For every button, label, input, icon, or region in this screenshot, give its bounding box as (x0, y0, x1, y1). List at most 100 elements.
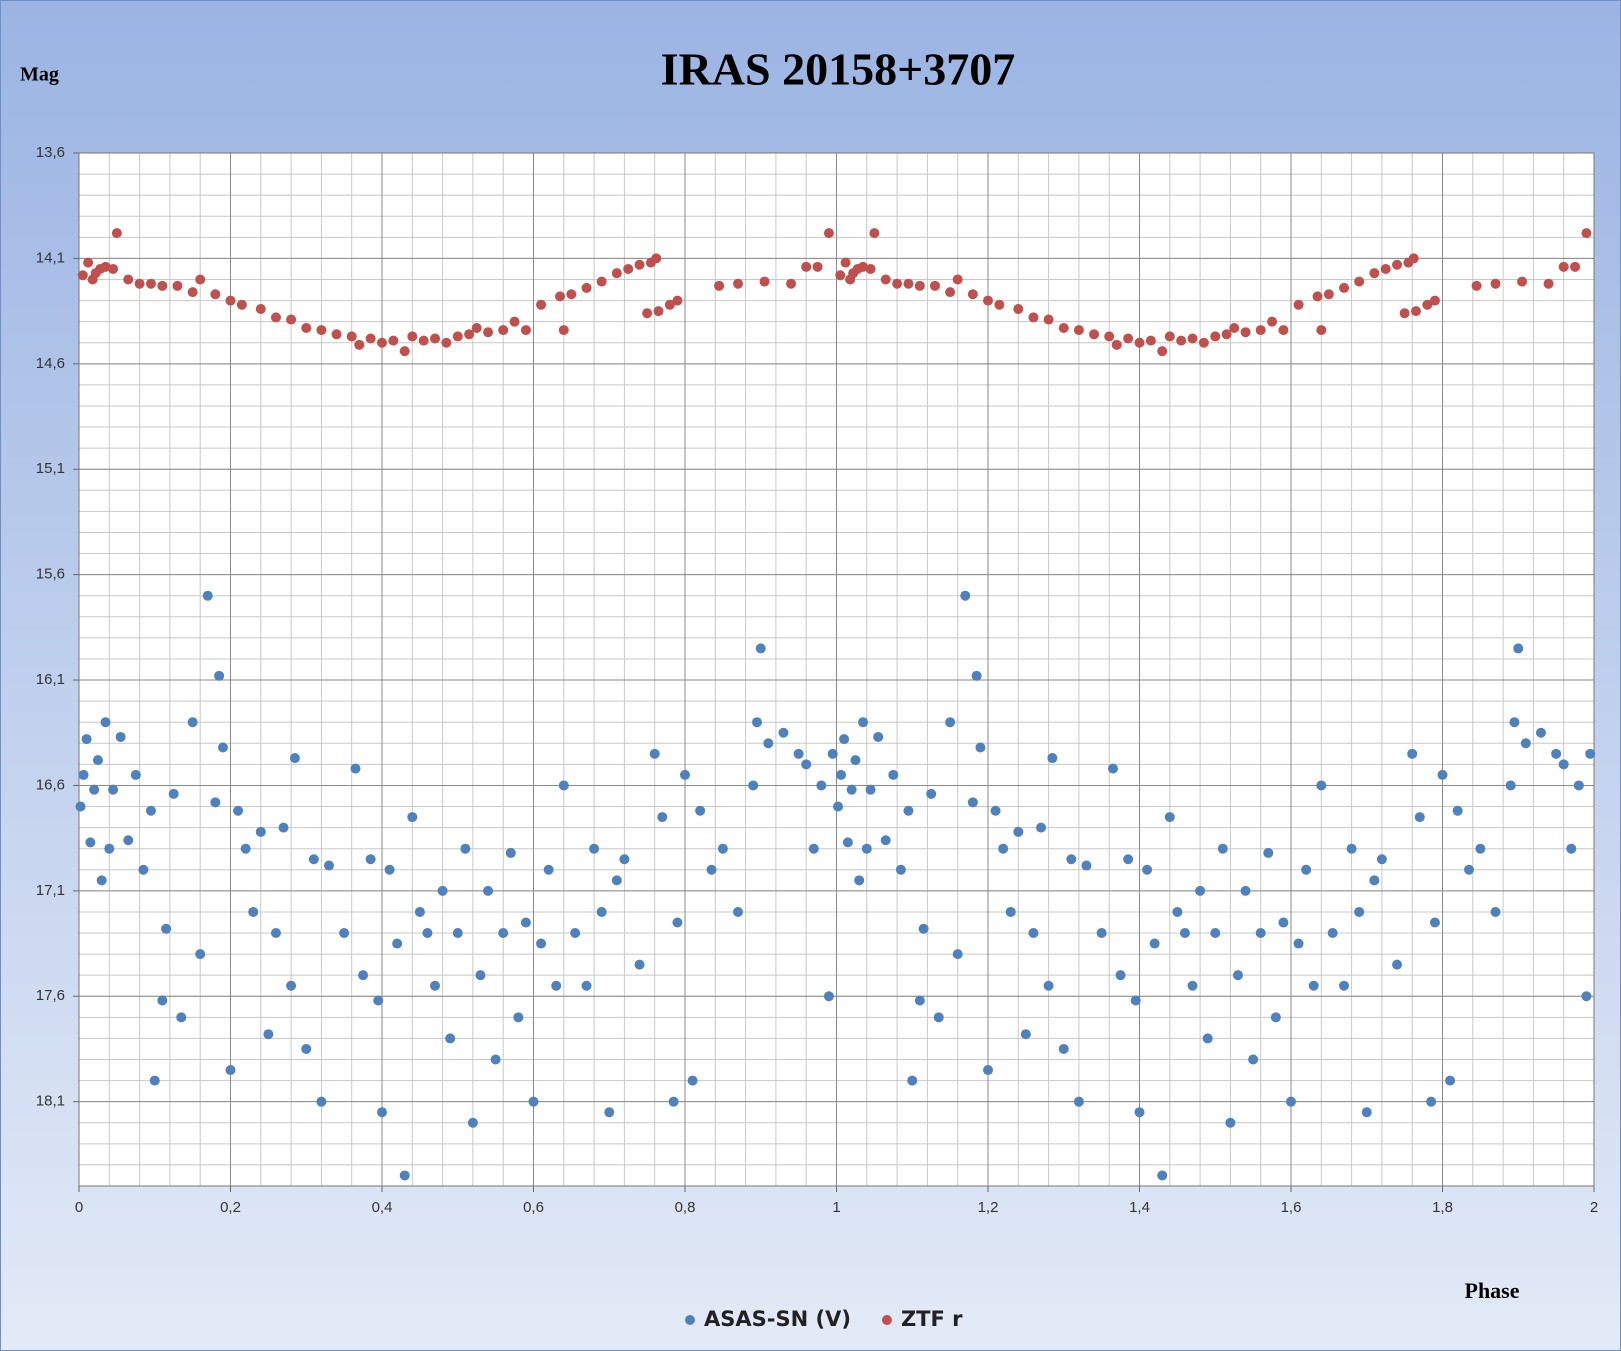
point (286, 980, 297, 991)
point (1267, 316, 1278, 327)
point (354, 339, 365, 350)
point (865, 263, 876, 274)
point (467, 1117, 478, 1128)
point (793, 748, 804, 759)
point (634, 259, 645, 270)
x-tick-label: 0,4 (372, 1199, 393, 1216)
point (1308, 980, 1319, 991)
point (377, 1107, 387, 1118)
point (1327, 928, 1338, 939)
point (1581, 991, 1592, 1002)
point (895, 864, 906, 875)
x-tick-label: 1,4 (1129, 1199, 1150, 1216)
point (1096, 928, 1107, 939)
point (498, 928, 509, 939)
point (358, 970, 369, 981)
point (634, 959, 645, 970)
point (81, 734, 92, 745)
point (1066, 854, 1077, 865)
point (869, 228, 880, 239)
point (1316, 780, 1327, 791)
point (880, 274, 891, 285)
point (1399, 308, 1410, 319)
point (187, 287, 198, 298)
point (1354, 906, 1365, 917)
point (130, 769, 141, 780)
point (914, 995, 925, 1006)
point (111, 228, 122, 239)
point (706, 864, 717, 875)
point (801, 261, 812, 272)
point (1437, 769, 1448, 780)
point (134, 278, 145, 289)
point (430, 333, 441, 344)
point (384, 864, 395, 875)
point (604, 1107, 615, 1118)
point (1073, 325, 1084, 336)
point (187, 717, 198, 728)
point (687, 1075, 698, 1086)
point (89, 784, 100, 795)
point (123, 274, 134, 285)
point (983, 295, 993, 306)
point (278, 822, 289, 833)
point (555, 291, 566, 302)
point (1013, 826, 1024, 837)
point (589, 843, 600, 854)
point (1558, 759, 1569, 770)
point (1255, 928, 1266, 939)
point (888, 769, 899, 780)
point (96, 875, 107, 886)
y-tick-label: 16,6 (36, 776, 65, 793)
point (270, 312, 281, 323)
point (161, 923, 172, 934)
point (407, 331, 418, 342)
point (1520, 738, 1531, 749)
point (505, 847, 516, 858)
point (1278, 917, 1289, 928)
point (733, 278, 744, 289)
point (1020, 1029, 1031, 1040)
point (316, 1096, 327, 1107)
point (1452, 805, 1463, 816)
point (1312, 291, 1323, 302)
y-tick-label: 16,1 (36, 671, 65, 688)
point (225, 1065, 236, 1076)
point (145, 278, 156, 289)
point (1240, 885, 1251, 896)
point (1293, 938, 1304, 949)
x-axis-title: Phase (1465, 1278, 1520, 1303)
point (801, 759, 812, 770)
point (138, 864, 149, 875)
point (350, 763, 361, 774)
x-tick-label: 2 (1590, 1199, 1598, 1216)
point (1410, 306, 1421, 317)
x-tick-label: 0 (75, 1199, 83, 1216)
point (945, 287, 956, 298)
point (100, 261, 111, 272)
point (225, 295, 236, 306)
point (452, 331, 463, 342)
point (176, 1012, 187, 1023)
point (994, 299, 1005, 310)
point (195, 949, 206, 960)
chart-title: IRAS 20158+3707 (661, 44, 1016, 95)
point (840, 257, 851, 268)
x-tick-label: 0,2 (220, 1199, 241, 1216)
point (651, 253, 662, 264)
point (664, 299, 675, 310)
point (214, 670, 225, 681)
point (657, 812, 668, 823)
point (202, 590, 213, 601)
point (520, 917, 531, 928)
point (1217, 843, 1228, 854)
point (649, 748, 660, 759)
point (1157, 1170, 1168, 1181)
point (464, 329, 475, 340)
point (270, 928, 281, 939)
point (1081, 860, 1092, 871)
point (331, 329, 342, 340)
point (596, 276, 607, 287)
point (365, 854, 376, 865)
point (1490, 278, 1501, 289)
